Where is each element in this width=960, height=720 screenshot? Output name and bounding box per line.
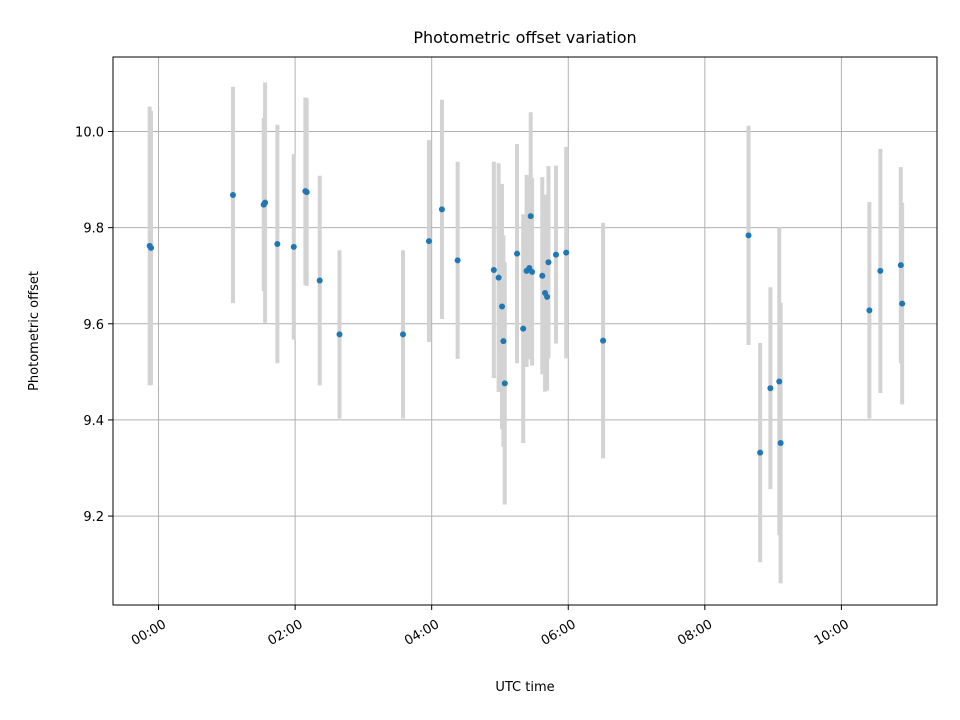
y-axis-label: Photometric offset (27, 271, 42, 391)
data-point (552, 251, 559, 258)
data-point (336, 331, 343, 338)
data-point (776, 378, 783, 385)
data-point (539, 272, 546, 279)
data-point (316, 277, 323, 284)
data-point (303, 189, 310, 196)
data-point (757, 449, 764, 456)
data-point (425, 238, 432, 245)
data-point (495, 274, 502, 281)
data-point (527, 213, 534, 220)
y-tick-label: 9.8 (83, 222, 104, 237)
y-tick-label: 9.4 (83, 414, 104, 429)
data-point (545, 259, 552, 266)
data-point (877, 267, 884, 274)
data-point (454, 257, 461, 264)
data-point (529, 268, 536, 275)
data-point (563, 249, 570, 256)
data-point (777, 440, 784, 447)
data-point (274, 240, 281, 247)
data-point (501, 380, 508, 387)
data-point (438, 206, 445, 213)
data-point (400, 331, 407, 338)
data-point (290, 243, 297, 250)
x-axis-label: UTC time (495, 680, 554, 695)
data-point (866, 307, 873, 314)
y-tick-label: 9.2 (83, 510, 104, 525)
data-point (745, 232, 752, 239)
data-markers (146, 188, 906, 456)
y-axis: 9.2 9.4 9.6 9.8 10.0 (75, 126, 113, 525)
data-point (897, 262, 904, 269)
data-point (229, 191, 236, 198)
y-tick-label: 9.6 (83, 318, 104, 333)
data-point (262, 199, 269, 206)
data-point (499, 303, 506, 310)
data-point (520, 325, 527, 332)
data-point (148, 244, 155, 251)
data-point (500, 338, 507, 345)
data-point (490, 266, 497, 273)
plot-frame (112, 56, 938, 606)
data-point (514, 250, 521, 257)
y-tick-label: 10.0 (75, 126, 104, 141)
data-point (767, 385, 774, 392)
data-point (544, 293, 551, 300)
chart-title: Photometric offset variation (413, 28, 636, 47)
data-point (899, 300, 906, 307)
data-point (600, 337, 607, 344)
